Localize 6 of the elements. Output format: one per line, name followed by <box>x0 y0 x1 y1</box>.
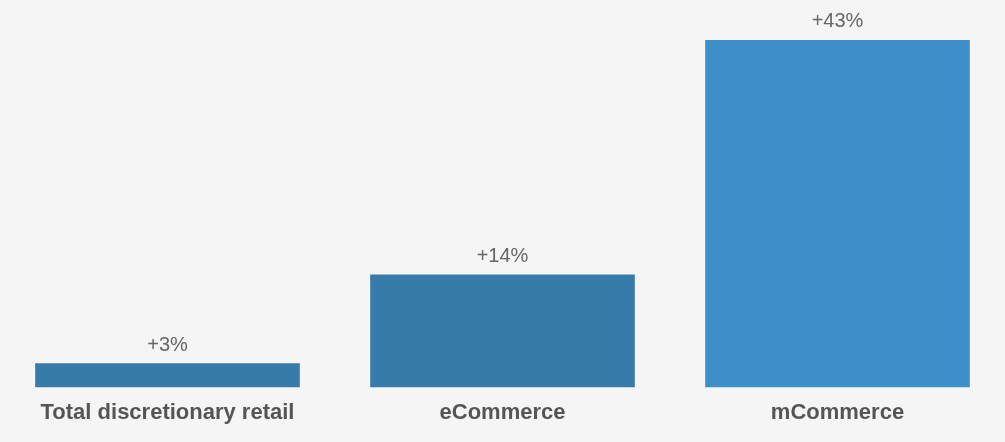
data-label: +3% <box>147 332 189 355</box>
x-tick-label: Total discretionary retail <box>40 398 295 424</box>
x-tick-label: eCommerce <box>439 398 566 424</box>
data-label: +43% <box>811 9 864 32</box>
x-tick-label: mCommerce <box>770 398 905 424</box>
data-label: +14% <box>476 243 529 266</box>
